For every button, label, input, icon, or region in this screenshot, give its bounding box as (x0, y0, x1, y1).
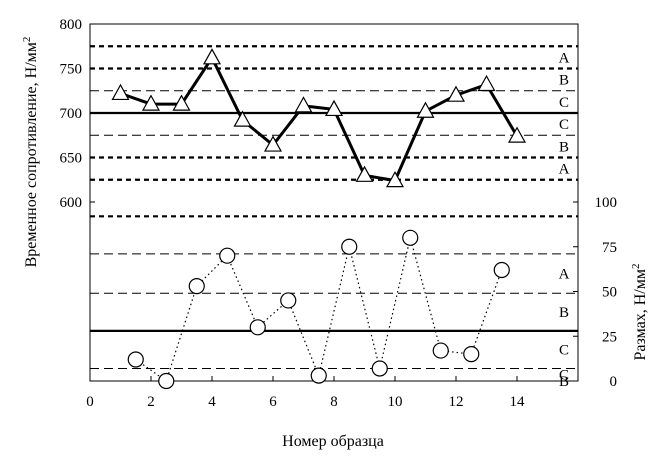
range-point-2 (188, 278, 205, 295)
x-axis-title: Номер образца (282, 433, 384, 450)
strength-point-0 (111, 83, 130, 101)
range-series (127, 229, 510, 390)
x-tick-label-5: 10 (388, 394, 403, 410)
strength-point-11 (446, 85, 466, 102)
y-right-tick-label-3: 75 (602, 240, 617, 256)
strength-zone-label-4: B (559, 139, 569, 155)
strength-zone-label-5: A (559, 162, 570, 178)
reference-lines (90, 45, 578, 382)
y-right-tick-label-0: 0 (610, 374, 618, 390)
strength-point-5 (263, 135, 283, 152)
strength-zone-label-2: C (559, 95, 569, 111)
x-tick-label-1: 2 (147, 394, 155, 410)
y-axis-right-ticks: 0 25 50 75 100 (573, 195, 617, 390)
range-zone-label-4: C (559, 368, 569, 384)
range-point-4 (249, 319, 266, 336)
plot-frame (89, 23, 579, 382)
y-left-tick-label-0: 600 (60, 195, 83, 211)
range-zone-label-1: A (559, 267, 570, 283)
x-tick-label-7: 14 (510, 394, 526, 410)
range-point-9 (402, 229, 419, 246)
range-zone-label-3: C (559, 343, 569, 359)
range-point-0 (127, 351, 144, 368)
range-line (135, 237, 503, 382)
range-point-11 (463, 346, 480, 363)
strength-point-7 (324, 99, 344, 117)
strength-line (120, 54, 519, 183)
strength-point-6 (294, 96, 313, 113)
range-point-5 (280, 292, 297, 309)
y-axis-right-title: Размах, Н/мм2 (630, 264, 649, 361)
range-zone-label-2: B (559, 305, 569, 321)
strength-point-10 (416, 101, 435, 118)
strength-point-8 (355, 165, 374, 182)
y-right-tick-label-1: 25 (602, 329, 617, 345)
x-tick-label-3: 6 (269, 394, 277, 410)
x-tick-label-4: 8 (330, 394, 338, 410)
strength-point-3 (202, 48, 222, 65)
y-left-tick-label-4: 800 (60, 17, 83, 33)
y-right-tick-label-4: 100 (595, 195, 618, 211)
range-point-10 (432, 342, 449, 359)
strength-zone-label-1: B (559, 73, 569, 89)
y-left-tick-label-1: 650 (60, 151, 83, 167)
y-left-tick-label-3: 750 (60, 62, 83, 78)
strength-zone-label-3: C (559, 117, 569, 133)
range-point-7 (341, 238, 358, 255)
x-tick-label-2: 4 (208, 394, 216, 410)
y-right-tick-label-2: 50 (602, 285, 617, 301)
strength-zone-label-0: A (559, 50, 570, 66)
range-point-3 (219, 247, 236, 264)
y-left-tick-label-2: 700 (60, 106, 83, 122)
strength-point-1 (141, 94, 161, 111)
plot-border (89, 23, 579, 382)
range-zone-label-5: B (559, 374, 569, 390)
strength-point-13 (507, 126, 527, 143)
x-axis-ticks: 0 2 4 6 8 10 12 14 (86, 376, 525, 410)
strength-point-9 (385, 171, 405, 188)
y-axis-left-ticks: 600 650 700 750 800 (60, 17, 95, 211)
strength-point-2 (172, 94, 191, 111)
strength-series (111, 48, 527, 188)
range-point-8 (371, 360, 388, 377)
range-point-12 (493, 261, 510, 279)
y-axis-left-title: Временное сопротивление, Н/мм2 (21, 37, 40, 268)
strength-point-4 (233, 110, 252, 127)
range-point-1 (158, 372, 175, 390)
range-point-6 (310, 367, 327, 384)
x-tick-label-6: 12 (449, 394, 464, 410)
strength-point-12 (477, 74, 496, 92)
x-tick-label-0: 0 (86, 394, 94, 410)
